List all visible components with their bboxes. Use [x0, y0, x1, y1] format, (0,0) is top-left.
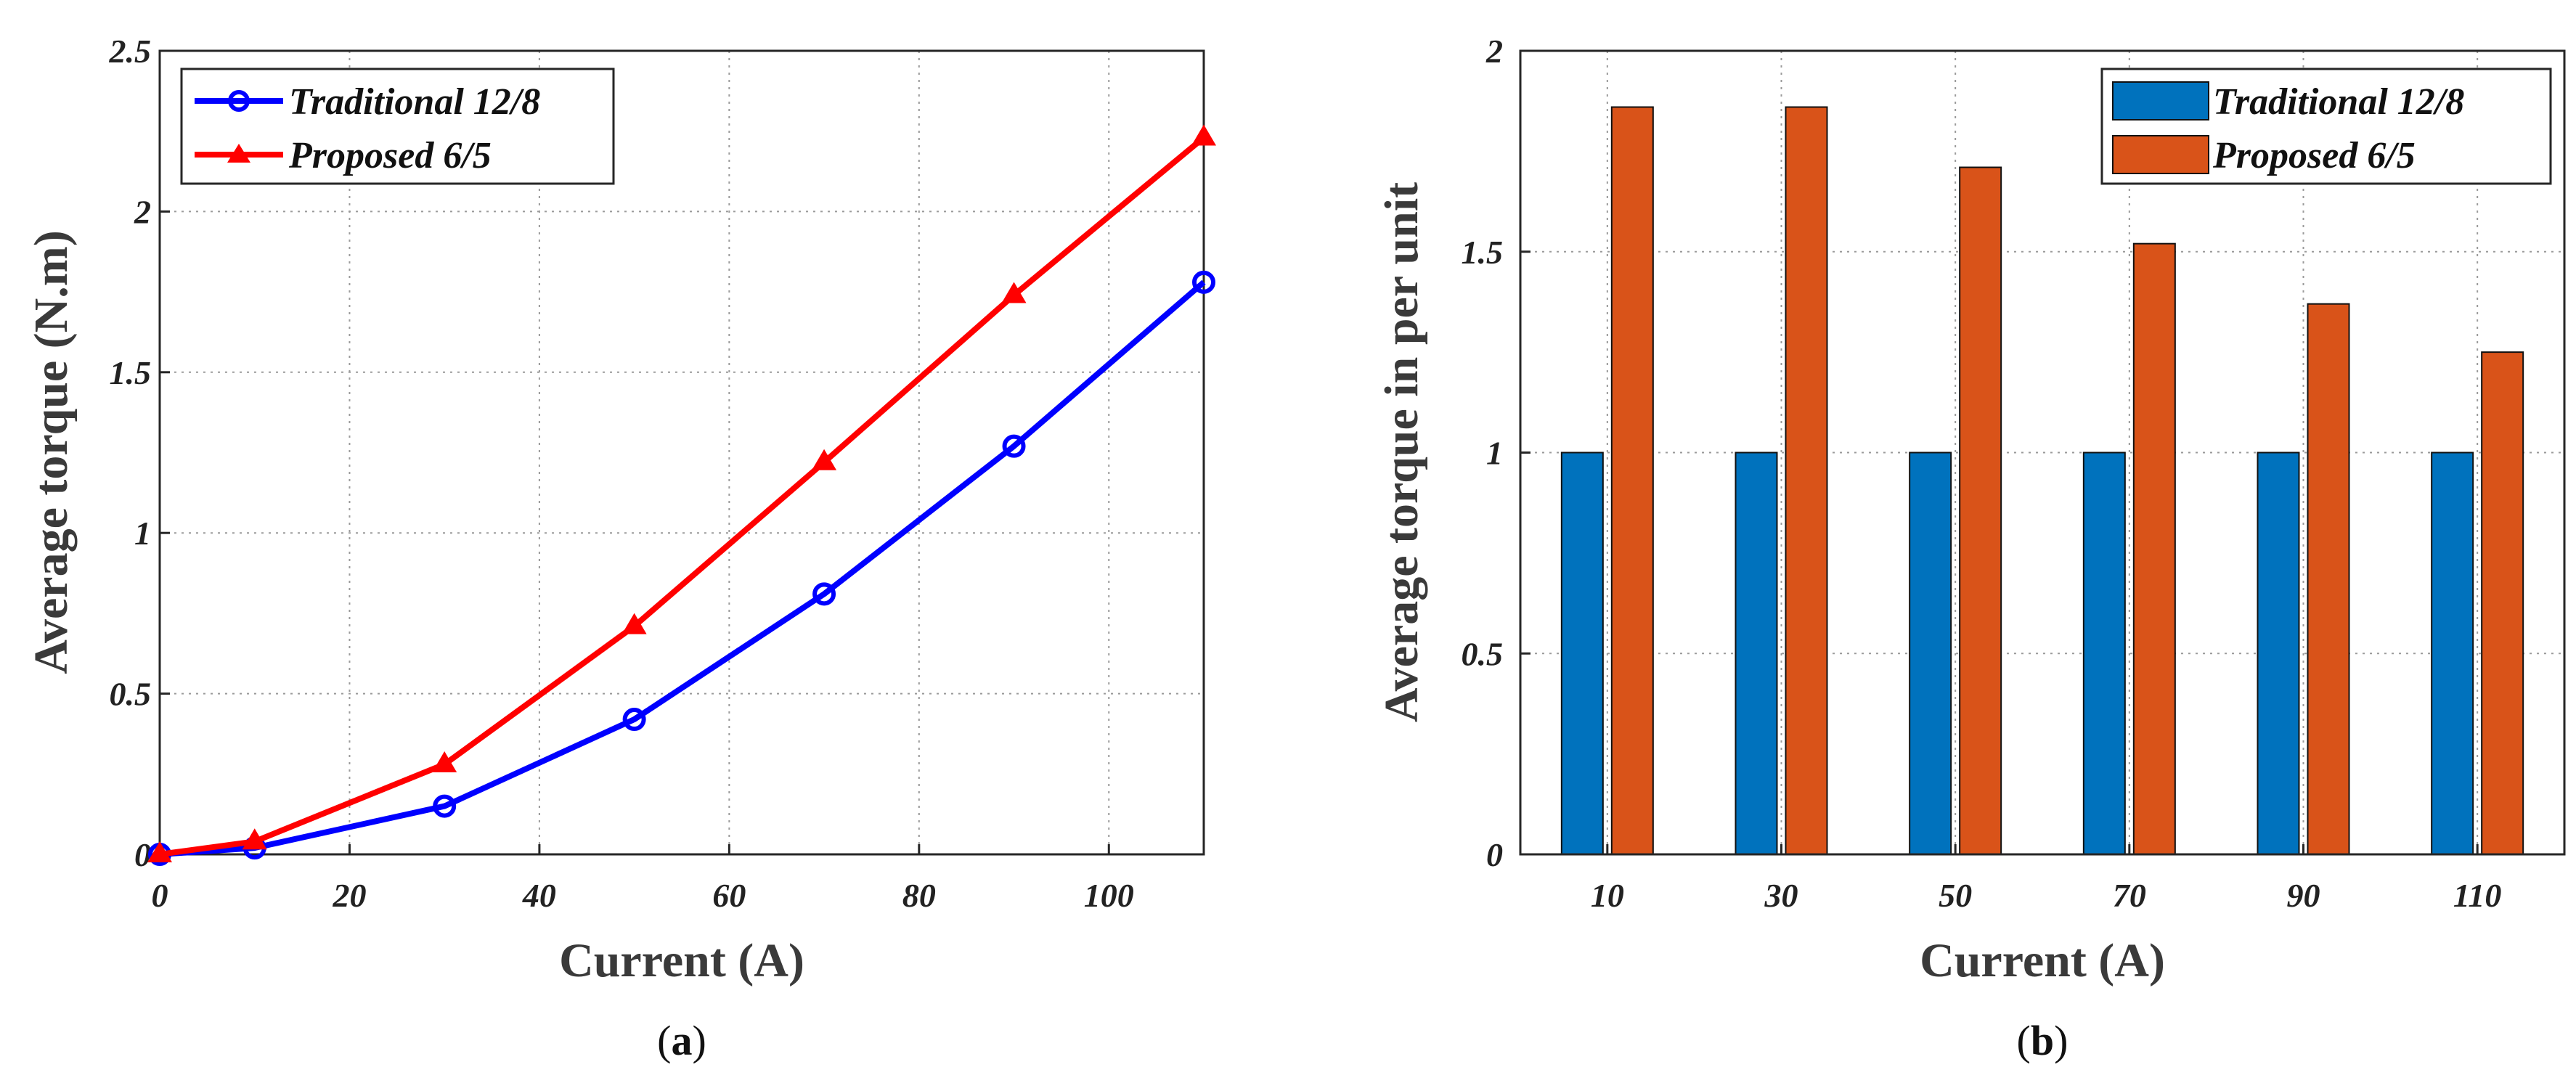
chart-a-y-tick-label: 2 [134, 193, 151, 230]
chart-b-x-tick-label: 90 [2287, 877, 2320, 914]
chart-b-bar-traditional [1735, 451, 1778, 855]
chart-a-point-proposed [242, 828, 267, 850]
chart-a-legend-label-traditional: Traditional 12/8 [289, 81, 540, 123]
chart-b-bar-proposed [2132, 242, 2176, 855]
chart-b-y-tick-label: 0 [1486, 836, 1503, 873]
chart-b-bar-proposed [2307, 303, 2350, 855]
chart-b-y-tick-label: 0.5 [1462, 635, 1504, 672]
chart-a-y-tick-label: 0.5 [110, 676, 152, 713]
chart-a-legend-label-proposed: Proposed 6/5 [288, 135, 492, 176]
chart-b-x-axis-title: Current (A) [1920, 934, 2165, 987]
chart-a-point-traditional [812, 582, 836, 606]
chart-b-x-tick-label: 70 [2113, 877, 2146, 914]
chart-b-x-tick-label: 110 [2453, 877, 2501, 914]
chart-b: 10 30 50 70 90 110 0 0.5 1 1.5 2 Traditional 12/8… [1375, 33, 2566, 1064]
chart-b-bar-proposed [2481, 351, 2524, 855]
chart-a-x-tick-label: 80 [902, 877, 936, 914]
chart-b-legend-swatch-proposed [2112, 135, 2209, 174]
chart-a-point-traditional [433, 794, 457, 818]
chart-a-legend-marker-proposed [227, 144, 250, 163]
chart-a-point-proposed [432, 751, 457, 773]
chart-a-y-tick-label: 1 [134, 515, 151, 552]
chart-a-x-ticks: 0 20 40 60 80 100 [152, 844, 1134, 914]
chart-b-bar-traditional [2082, 451, 2126, 855]
chart-b-bar-proposed [1785, 106, 1828, 856]
chart-b-x-tick-label: 10 [1591, 877, 1624, 914]
chart-b-caption: (b) [2017, 1017, 2068, 1064]
chart-b-caption-letter: b [2031, 1017, 2054, 1064]
chart-b-bars [1560, 106, 2524, 856]
chart-a-caption-letter: a [672, 1017, 693, 1064]
chart-a-x-axis-title: Current (A) [559, 934, 804, 987]
chart-a-point-proposed [621, 613, 647, 634]
chart-a-axes-box [158, 49, 1205, 856]
chart-a-series [147, 124, 1216, 866]
chart-a-x-tick-label: 40 [522, 877, 556, 914]
chart-b-bar-proposed [1959, 166, 2002, 855]
chart-a: 0 20 40 60 80 100 0 0.5 1 1.5 2 2.5 Traditional 12… [25, 33, 1216, 1064]
chart-a-point-traditional [622, 708, 646, 732]
chart-b-y-axis-title: Average torque in per unit [1375, 182, 1428, 722]
chart-a-point-traditional [1192, 270, 1215, 294]
chart-b-bar-traditional [1909, 451, 1952, 855]
chart-b-legend-label-proposed: Proposed 6/5 [2212, 135, 2416, 176]
chart-b-y-tick-label: 1 [1486, 435, 1503, 472]
chart-a-legend-box [180, 68, 615, 185]
chart-a-point-proposed [1001, 282, 1027, 303]
chart-a-point-proposed [147, 841, 172, 862]
chart-b-legend: Traditional 12/8 Proposed 6/5 [2100, 68, 2552, 185]
chart-b-x-ticks: 10 30 50 70 90 110 [1591, 844, 2501, 914]
chart-a-point-proposed [1191, 124, 1216, 146]
chart-a-legend-marker-traditional [228, 90, 250, 112]
chart-b-bar-traditional [2431, 451, 2474, 855]
chart-a-point-proposed [812, 449, 837, 470]
chart-a-y-ticks: 0 0.5 1 1.5 2 2.5 [109, 33, 170, 873]
chart-a-x-tick-label: 100 [1084, 877, 1134, 914]
chart-a-x-tick-label: 20 [332, 877, 366, 914]
chart-b-legend-label-traditional: Traditional 12/8 [2213, 81, 2464, 123]
chart-b-y-ticks: 0 0.5 1 1.5 2 [1462, 33, 1530, 873]
chart-a-x-tick-label: 0 [152, 877, 168, 914]
chart-a-caption: (a) [657, 1017, 706, 1064]
chart-a-y-axis-title: Average torque (N.m) [25, 230, 78, 674]
chart-b-grid [1520, 50, 2564, 855]
chart-a-y-tick-label: 1.5 [110, 354, 152, 391]
chart-a-x-tick-label: 60 [712, 877, 746, 914]
chart-b-bar-traditional [1560, 451, 1604, 855]
chart-b-x-tick-label: 50 [1939, 877, 1972, 914]
chart-a-y-tick-label: 0 [134, 836, 151, 873]
chart-a-point-traditional [1002, 434, 1026, 458]
chart-a-y-tick-label: 2.5 [109, 33, 152, 70]
chart-b-legend-swatch-traditional [2112, 81, 2209, 120]
chart-b-y-tick-label: 2 [1485, 33, 1503, 70]
chart-b-bar-traditional [2257, 451, 2300, 855]
chart-a-legend: Traditional 12/8 Proposed 6/5 [180, 68, 615, 185]
chart-b-bar-proposed [1610, 106, 1654, 856]
chart-b-x-tick-label: 30 [1764, 877, 1798, 914]
chart-b-y-tick-label: 1.5 [1462, 234, 1504, 271]
